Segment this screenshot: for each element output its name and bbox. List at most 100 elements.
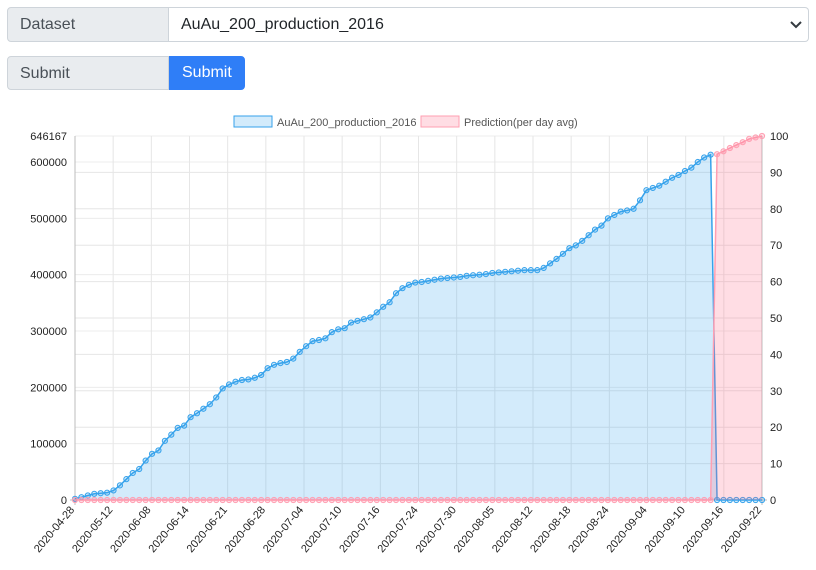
y-right-tick-label: 60 (770, 277, 782, 289)
data-point (649, 496, 656, 504)
data-point (739, 496, 746, 504)
data-point (688, 164, 695, 171)
data-point (624, 207, 631, 214)
data-point (579, 496, 586, 504)
data-point (91, 496, 98, 504)
data-point (527, 267, 534, 274)
data-point (720, 148, 727, 155)
data-point (662, 178, 669, 185)
data-point (181, 496, 188, 504)
data-point (71, 496, 79, 504)
data-point (457, 496, 464, 504)
data-point (489, 496, 496, 504)
data-point (694, 158, 701, 166)
data-point (469, 496, 477, 504)
data-point (752, 496, 759, 504)
data-point (187, 414, 194, 421)
data-point (354, 317, 361, 324)
data-point (630, 205, 637, 212)
data-point (624, 496, 631, 504)
data-point (258, 496, 265, 504)
data-point (232, 378, 239, 385)
data-point (315, 336, 323, 344)
dataset-row: Dataset AuAu_200_production_2016 (7, 7, 809, 42)
y-right-tick-label: 0 (770, 495, 776, 507)
data-point (688, 496, 695, 504)
data-point (181, 422, 188, 429)
data-point (123, 496, 130, 504)
data-point (290, 355, 297, 362)
data-point (437, 275, 445, 282)
data-point (566, 496, 573, 504)
y-right-tick-label: 40 (770, 349, 782, 361)
data-point (264, 496, 271, 504)
data-point (476, 496, 483, 504)
data-point (251, 374, 258, 381)
data-point (367, 496, 374, 504)
data-point (116, 482, 124, 489)
data-point (425, 496, 432, 504)
submit-button[interactable]: Submit (169, 56, 245, 90)
data-point (694, 496, 701, 504)
data-point (508, 268, 515, 275)
data-point (206, 496, 213, 504)
data-point (142, 496, 149, 504)
data-point (418, 496, 425, 504)
data-point (643, 496, 650, 504)
data-point (290, 496, 297, 504)
data-point (752, 134, 759, 141)
data-point (559, 496, 567, 504)
data-point (476, 271, 483, 278)
data-point (200, 405, 207, 412)
data-point (187, 496, 194, 504)
data-point (431, 496, 438, 504)
data-point (450, 274, 457, 281)
y-left-tick-label: 400000 (30, 270, 67, 282)
series-line (75, 135, 763, 501)
data-point (758, 496, 766, 504)
series-area (75, 154, 762, 500)
y-left-tick-label: 0 (61, 495, 67, 507)
data-point (129, 496, 136, 504)
y-right-tick-label: 70 (770, 240, 782, 252)
data-point (412, 496, 419, 504)
dataset-select-value: AuAu_200_production_2016 (181, 16, 384, 33)
y-left-tick-label: 600000 (30, 157, 67, 169)
data-point (463, 496, 470, 504)
data-point (84, 492, 91, 499)
data-point (534, 496, 541, 504)
data-point (553, 255, 560, 262)
dataset-select[interactable]: AuAu_200_production_2016 (169, 7, 809, 42)
data-point (258, 371, 265, 379)
data-point (360, 496, 368, 504)
data-point (347, 319, 355, 326)
y-right-tick-label: 90 (770, 167, 782, 179)
data-point (636, 197, 644, 204)
data-point (502, 268, 509, 275)
data-point (328, 329, 335, 336)
chart: 0 100000 200000 300000 400000 500000 600000 646… (30, 115, 788, 555)
data-point (508, 496, 515, 504)
data-point (733, 496, 740, 504)
data-point (559, 250, 567, 257)
data-point (598, 222, 605, 229)
data-point (309, 338, 316, 345)
y-left-tick-label: 500000 (30, 213, 67, 225)
data-point (148, 450, 156, 457)
data-point (104, 489, 111, 496)
data-point (193, 496, 201, 504)
y-left-tick-label: 300000 (30, 326, 67, 338)
data-point (84, 496, 91, 504)
data-point (611, 211, 618, 219)
data-point (335, 326, 342, 333)
chevron-down-icon (790, 8, 802, 41)
data-point (97, 496, 104, 504)
data-point (643, 187, 650, 194)
y-right-tick-label: 20 (770, 422, 782, 434)
data-point (656, 182, 663, 189)
data-point (412, 279, 419, 286)
data-point (701, 496, 708, 504)
data-point (681, 167, 689, 175)
data-point (380, 303, 387, 310)
data-point (611, 496, 618, 504)
